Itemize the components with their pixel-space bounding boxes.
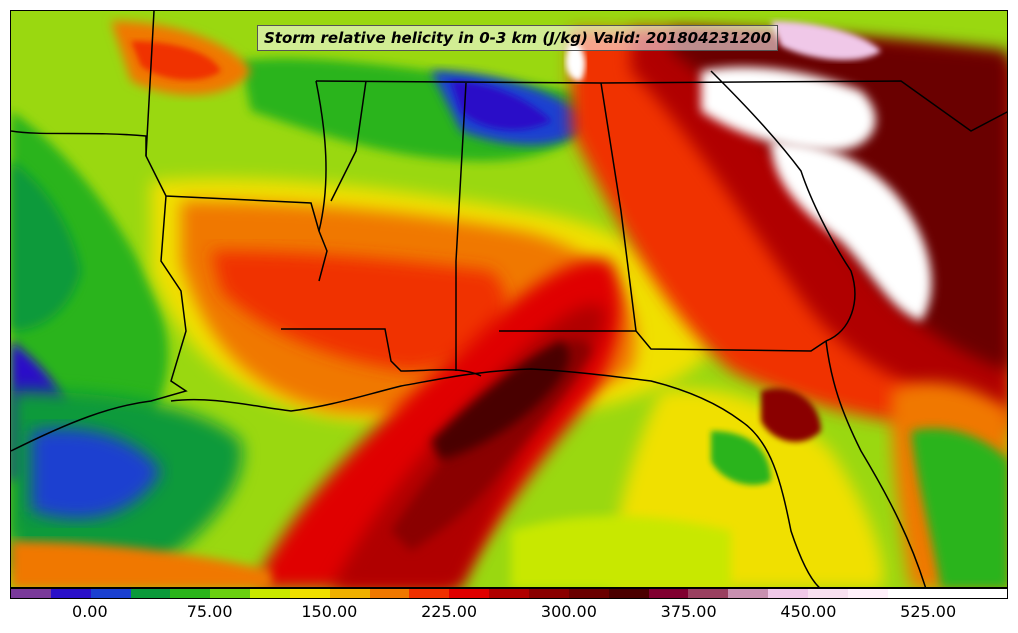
colorbar-segment [210, 589, 251, 598]
colorbar-segment [768, 589, 808, 598]
colorbar-segment [608, 589, 649, 598]
map-title: Storm relative helicity in 0-3 km (J/kg)… [257, 25, 779, 51]
colorbar-segment [807, 589, 848, 598]
colorbar-tick-label: 525.00 [900, 602, 957, 621]
colorbar-segment [967, 589, 1008, 598]
colorbar-segment [568, 589, 609, 598]
colorbar-segment [449, 589, 490, 598]
helicity-map [11, 11, 1007, 587]
colorbar-tick-label: 150.00 [301, 602, 358, 621]
state-boundaries [11, 11, 1007, 587]
map-frame: Storm relative helicity in 0-3 km (J/kg)… [10, 10, 1008, 588]
colorbar-segment [11, 589, 51, 598]
colorbar-segment [927, 589, 968, 598]
colorbar-segment [528, 589, 569, 598]
colorbar-segment [90, 589, 131, 598]
colorbar-segment [170, 589, 211, 598]
colorbar-segment [728, 589, 769, 598]
helicity-field [11, 11, 1007, 587]
colorbar [10, 588, 1008, 599]
colorbar-segment [489, 589, 529, 598]
colorbar-segment [409, 589, 450, 598]
colorbar-segment [329, 589, 370, 598]
colorbar-segment [250, 589, 290, 598]
colorbar-tick-label: 75.00 [186, 602, 233, 621]
colorbar-tick-label: 225.00 [421, 602, 478, 621]
colorbar-segment [887, 589, 928, 598]
colorbar-segment [50, 589, 91, 598]
colorbar-tick-label: 375.00 [660, 602, 717, 621]
colorbar-segment [289, 589, 330, 598]
colorbar-segment [130, 589, 171, 598]
colorbar-segment [648, 589, 689, 598]
colorbar-segment [688, 589, 729, 598]
colorbar-segment [847, 589, 888, 598]
colorbar-tick-label: 450.00 [780, 602, 837, 621]
colorbar-tick-label: 300.00 [540, 602, 597, 621]
colorbar-tick-label: 0.00 [72, 602, 108, 621]
colorbar-segment [369, 589, 410, 598]
